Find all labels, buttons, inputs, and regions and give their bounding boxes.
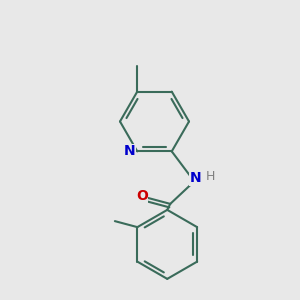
Text: H: H [206, 170, 215, 183]
Text: N: N [190, 171, 202, 185]
Text: N: N [124, 144, 136, 158]
Text: O: O [136, 189, 148, 203]
